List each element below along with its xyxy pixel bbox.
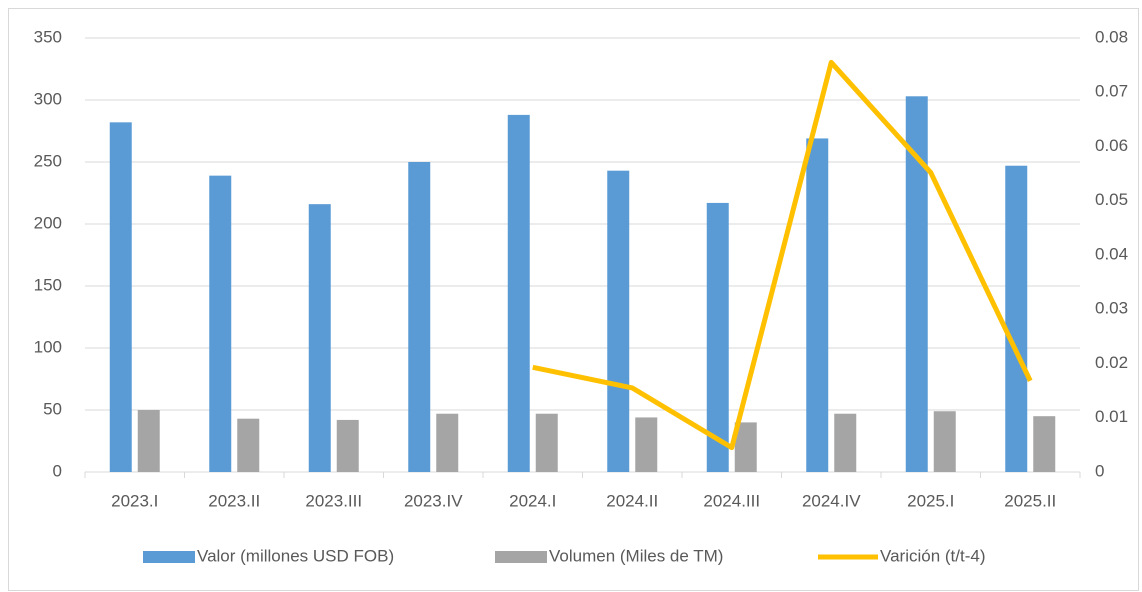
legend-swatch [143,551,195,563]
bar [507,114,530,472]
bar [336,419,359,472]
bar [109,122,132,472]
y-tick-label: 50 [43,399,62,418]
bar [806,138,829,472]
bar [905,96,928,472]
legend-label: Valor (millones USD FOB) [197,546,394,565]
bar [734,422,757,472]
bar [408,162,431,472]
bar [1033,416,1056,472]
bar [933,411,956,472]
x-tick-label: 2024.III [703,491,760,510]
y2-tick-label: 0.07 [1095,82,1128,101]
y2-tick-label: 0.04 [1095,244,1128,263]
bar [607,170,630,472]
y2-tick-label: 0.08 [1095,27,1128,46]
x-tick-label: 2025.I [907,491,954,510]
x-tick-label: 2024.I [509,491,556,510]
x-tick-label: 2023.III [305,491,362,510]
bar [237,418,260,472]
bar [706,202,729,473]
bar [834,413,857,472]
legend-label: Volumen (Miles de TM) [549,546,723,565]
line [532,59,1033,451]
y2-tick-label: 0.01 [1095,407,1128,426]
legend-label: Varición (t/t-4) [880,546,986,565]
y-tick-label: 250 [34,151,62,170]
y-tick-label: 200 [34,213,62,232]
x-tick-label: 2024.II [606,491,658,510]
bar [137,410,160,472]
y-tick-label: 100 [34,337,62,356]
bar [535,413,558,472]
legend-swatch [495,551,547,563]
y-tick-label: 0 [53,461,62,480]
bar [308,204,331,472]
x-tick-label: 2023.IV [404,491,463,510]
y2-tick-label: 0.06 [1095,136,1128,155]
chart-border [8,8,1139,591]
bar [1005,165,1028,472]
bar [209,175,232,472]
y2-tick-label: 0.02 [1095,353,1128,372]
y2-tick-label: 0.05 [1095,190,1128,209]
y2-tick-label: 0.03 [1095,299,1128,318]
y-tick-label: 300 [34,89,62,108]
y-tick-label: 150 [34,275,62,294]
x-tick-label: 2025.II [1004,491,1056,510]
x-tick-label: 2023.I [111,491,158,510]
y-tick-label: 350 [34,27,62,46]
y2-tick-label: 0 [1095,461,1104,480]
bar [635,417,658,472]
x-tick-label: 2024.IV [802,491,861,510]
x-tick-label: 2023.II [208,491,260,510]
bar [436,413,459,472]
